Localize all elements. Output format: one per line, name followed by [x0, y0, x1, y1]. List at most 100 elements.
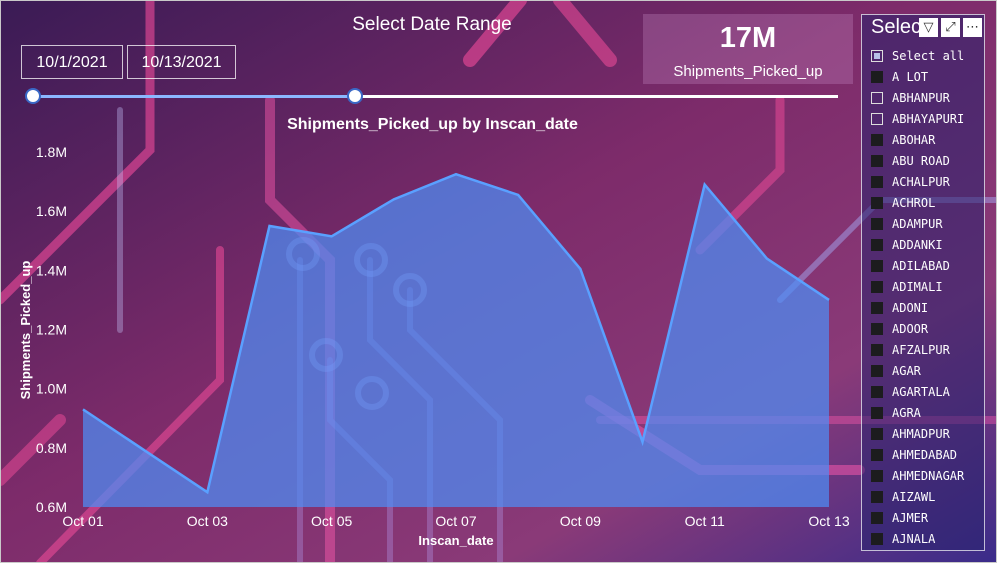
slicer-item[interactable]: ADOOR: [871, 318, 984, 339]
slicer-item[interactable]: AGARTALA: [871, 381, 984, 402]
checkbox[interactable]: [871, 322, 883, 335]
x-tick-label: Oct 13: [808, 513, 849, 529]
checkbox[interactable]: [871, 133, 883, 146]
slicer-item[interactable]: AIZAWL: [871, 486, 984, 507]
slicer-item[interactable]: ADDANKI: [871, 234, 984, 255]
slicer-item-label: ABHANPUR: [892, 90, 950, 105]
data-point[interactable]: [204, 489, 210, 495]
series-line: [82, 172, 830, 495]
slicer-toolbar: ▽ ⤢ ⋯: [919, 18, 982, 37]
data-point[interactable]: [515, 192, 521, 198]
x-tick-label: Oct 03: [187, 513, 228, 529]
checkbox[interactable]: [871, 91, 883, 104]
slicer-item[interactable]: AJNALA: [871, 528, 984, 549]
slicer-item[interactable]: ADIMALI: [871, 276, 984, 297]
area-fill: [83, 174, 829, 507]
checkbox[interactable]: [871, 469, 883, 482]
slicer-item-label: AJMER: [892, 510, 929, 525]
slicer-item[interactable]: ADILABAD: [871, 255, 984, 276]
checkbox[interactable]: [871, 49, 883, 62]
focus-mode-icon[interactable]: ⤢: [941, 18, 960, 37]
checkbox[interactable]: [871, 175, 883, 188]
slicer-item-label: ACHROL: [892, 195, 936, 210]
slicer-item[interactable]: AHMEDNAGAR: [871, 465, 984, 486]
checkbox[interactable]: [871, 385, 883, 398]
date-slider-end-handle[interactable]: [347, 88, 363, 104]
checkbox[interactable]: [871, 112, 883, 125]
slicer-item[interactable]: ACHALPUR: [871, 171, 984, 192]
slicer-item[interactable]: ABHANPUR: [871, 87, 984, 108]
date-slider-start-handle[interactable]: [25, 88, 41, 104]
checkbox[interactable]: [871, 448, 883, 461]
checkbox[interactable]: [871, 490, 883, 503]
slicer-item[interactable]: AHMEDABAD: [871, 444, 984, 465]
data-point[interactable]: [764, 256, 770, 262]
slicer-item[interactable]: ABU ROAD: [871, 150, 984, 171]
data-point[interactable]: [453, 171, 459, 177]
x-tick-label: Oct 07: [435, 513, 476, 529]
slicer-item[interactable]: ACHROL: [871, 192, 984, 213]
slicer-item-label: ABOHAR: [892, 132, 936, 147]
slicer-item-label: ABHAYAPURI: [892, 111, 965, 126]
data-point[interactable]: [329, 233, 335, 239]
slicer-item[interactable]: A LOT: [871, 66, 984, 87]
data-point[interactable]: [391, 196, 397, 202]
data-point[interactable]: [577, 266, 583, 272]
x-tick-label: Oct 05: [311, 513, 352, 529]
data-point[interactable]: [142, 448, 148, 454]
checkbox[interactable]: [871, 280, 883, 293]
slicer-item-label: ADIMALI: [892, 279, 943, 294]
filter-icon[interactable]: ▽: [919, 18, 938, 37]
y-tick-label: 0.6M: [36, 499, 67, 515]
slicer-item[interactable]: ADONI: [871, 297, 984, 318]
data-point[interactable]: [80, 406, 86, 412]
x-axis-title: Inscan_date: [418, 533, 493, 548]
slicer-item-label: AFZALPUR: [892, 342, 950, 357]
slicer-item[interactable]: ADAMPUR: [871, 213, 984, 234]
data-point[interactable]: [702, 182, 708, 188]
slicer-item[interactable]: ABOHAR: [871, 129, 984, 150]
data-point[interactable]: [826, 297, 832, 303]
slicer-item[interactable]: AGAR: [871, 360, 984, 381]
kpi-label: Shipments_Picked_up: [673, 63, 823, 80]
checkbox[interactable]: [871, 217, 883, 230]
checkbox[interactable]: [871, 70, 883, 83]
checkbox[interactable]: [871, 343, 883, 356]
chart-title: Shipments_Picked_up by Inscan_date: [287, 116, 578, 133]
checkbox[interactable]: [871, 364, 883, 377]
slicer-item-label: AGRA: [892, 405, 921, 420]
slicer-item[interactable]: AJMER: [871, 507, 984, 528]
slicer-item-label: ADOOR: [892, 321, 929, 336]
slicer-item[interactable]: AFZALPUR: [871, 339, 984, 360]
select-all-item[interactable]: Select all: [871, 45, 984, 66]
date-slider-track[interactable]: [33, 95, 838, 98]
checkbox[interactable]: [871, 532, 883, 545]
data-point[interactable]: [267, 223, 273, 229]
checkbox[interactable]: [871, 238, 883, 251]
kpi-value: 17M: [719, 22, 777, 54]
checkbox[interactable]: [871, 301, 883, 314]
checkbox[interactable]: [871, 196, 883, 209]
slicer-item-label: AIZAWL: [892, 489, 936, 504]
start-date-input[interactable]: 10/1/2021: [21, 45, 123, 79]
x-tick-label: Oct 01: [62, 513, 103, 529]
date-range-title: Select Date Range: [352, 14, 512, 35]
slicer-item[interactable]: AHMADPUR: [871, 423, 984, 444]
checkbox[interactable]: [871, 259, 883, 272]
area-chart: 0.6M0.8M1.0M1.2M1.4M1.6M1.8M Oct 01 Oct 0…: [18, 144, 850, 548]
end-date-input[interactable]: 10/13/2021: [127, 45, 236, 79]
y-tick-label: 0.8M: [36, 440, 67, 456]
x-tick-label: Oct 09: [560, 513, 601, 529]
checkbox[interactable]: [871, 511, 883, 524]
more-options-icon[interactable]: ⋯: [963, 18, 982, 37]
checkbox[interactable]: [871, 427, 883, 440]
slicer-list: Select all A LOT ABHANPUR ABHAYAPURI ABOHAR A…: [871, 45, 984, 549]
slicer-item-label: Select all: [892, 48, 965, 63]
checkbox[interactable]: [871, 406, 883, 419]
data-point[interactable]: [640, 439, 646, 445]
x-tick-label: Oct 11: [685, 513, 725, 529]
slicer-item[interactable]: ABHAYAPURI: [871, 108, 984, 129]
checkbox[interactable]: [871, 154, 883, 167]
slicer-item[interactable]: AGRA: [871, 402, 984, 423]
slicer-item-label: ADONI: [892, 300, 929, 315]
